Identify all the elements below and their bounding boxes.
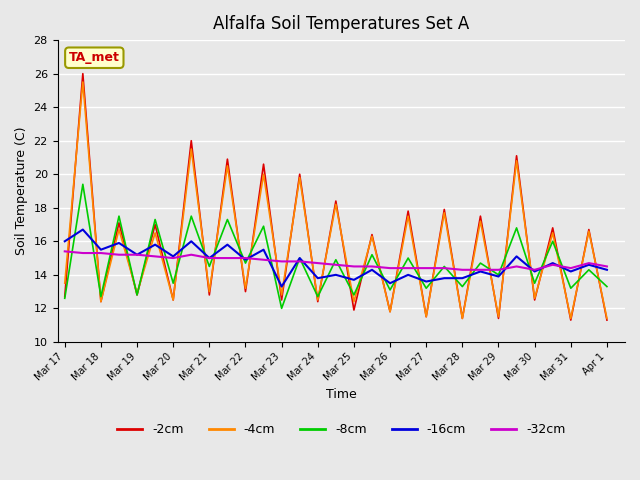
Title: Alfalfa Soil Temperatures Set A: Alfalfa Soil Temperatures Set A xyxy=(213,15,469,33)
Text: TA_met: TA_met xyxy=(69,51,120,64)
X-axis label: Time: Time xyxy=(326,388,356,401)
Legend: -2cm, -4cm, -8cm, -16cm, -32cm: -2cm, -4cm, -8cm, -16cm, -32cm xyxy=(112,418,570,441)
Y-axis label: Soil Temperature (C): Soil Temperature (C) xyxy=(15,127,28,255)
